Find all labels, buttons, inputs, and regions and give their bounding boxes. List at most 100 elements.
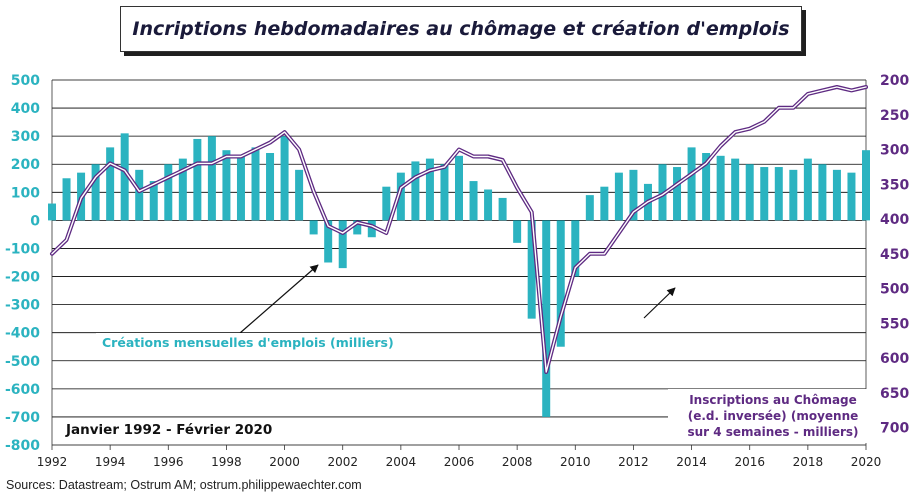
job-creation-bar	[338, 220, 347, 269]
x-tick-label: 1996	[153, 455, 184, 469]
job-creation-bar	[440, 164, 449, 221]
job-creation-bar	[48, 203, 56, 221]
left-axis: 500 400 300 200 100 0 -100 -200 -300 -400 -500 -600…	[5, 73, 40, 454]
job-creation-bar	[832, 169, 841, 221]
job-creation-bar	[280, 136, 289, 221]
job-creation-bar	[455, 155, 463, 221]
job-creation-bar	[513, 220, 522, 243]
right-axis: 200 250 300 350 400 450 500 550 600 650 700	[880, 73, 909, 437]
job-creation-bar	[207, 136, 216, 221]
job-creation-bar	[585, 195, 594, 221]
jobs-arrow	[239, 264, 319, 334]
left-tick-label: -100	[5, 241, 40, 257]
left-tick-label: -500	[5, 354, 40, 370]
x-tick-label: 1998	[211, 455, 242, 469]
job-creation-bar	[178, 158, 187, 221]
x-tick-label: 2004	[386, 455, 417, 469]
left-tick-label: -700	[5, 410, 40, 426]
right-tick-label: 400	[880, 212, 909, 228]
right-tick-label: 200	[880, 73, 909, 89]
job-creation-bar	[498, 197, 507, 221]
claims-series-label: Inscriptions au Chômage (e.d. inversée) …	[668, 389, 878, 443]
left-tick-label: -200	[5, 270, 40, 286]
x-tick-label: 1994	[95, 455, 126, 469]
left-tick-label: 200	[11, 157, 40, 173]
x-tick-label: 2016	[734, 455, 765, 469]
job-creation-bar	[222, 150, 231, 221]
job-creation-bar	[120, 133, 129, 221]
left-tick-label: 400	[11, 101, 40, 117]
right-tick-label: 300	[880, 143, 909, 159]
x-tick-label: 2006	[444, 455, 475, 469]
job-creation-bar	[295, 169, 304, 221]
right-tick-label: 250	[880, 108, 909, 124]
x-tick-label: 2020	[851, 455, 882, 469]
claims-label-line-1: Inscriptions au Chômage	[689, 393, 857, 407]
job-creation-bar	[135, 169, 144, 221]
job-creation-bar	[716, 155, 725, 221]
job-creation-bar	[367, 220, 376, 238]
claims-label-line-3: sur 4 semaines - milliers)	[687, 425, 859, 439]
left-tick-label: 100	[11, 185, 40, 201]
right-tick-label: 700	[880, 421, 909, 437]
job-creation-bar	[62, 178, 71, 221]
job-creation-bar	[745, 164, 754, 221]
job-creation-bar	[687, 147, 696, 221]
job-creation-bar	[324, 220, 333, 263]
chart-title: Incriptions hebdomadaires au chômage et …	[132, 18, 790, 40]
x-axis: 1992 1994 1996 1998 2000 2002 2004 2006 2008 2010…	[37, 445, 882, 469]
job-creation-bar	[702, 153, 711, 221]
job-creation-bar	[193, 138, 202, 221]
job-creation-bar	[251, 147, 260, 221]
x-tick-label: 2014	[676, 455, 707, 469]
left-tick-label: 0	[30, 213, 40, 229]
job-creation-bar	[847, 172, 856, 221]
job-creation-bar	[571, 220, 580, 277]
job-creation-bar	[542, 220, 551, 417]
job-creation-bar	[600, 186, 609, 221]
x-tick-label: 2002	[327, 455, 358, 469]
job-creation-bar	[382, 186, 391, 221]
x-tick-label: 2018	[793, 455, 824, 469]
right-tick-label: 650	[880, 386, 909, 402]
job-creation-bar	[731, 158, 740, 221]
job-creation-bar	[760, 167, 769, 221]
chart-title-box: Incriptions hebdomadaires au chômage et …	[120, 6, 802, 52]
job-creation-bar	[266, 153, 275, 221]
x-tick-label: 1992	[37, 455, 68, 469]
claims-label-line-2: (e.d. inversée) (moyenne	[687, 409, 859, 423]
x-tick-label: 2008	[502, 455, 533, 469]
job-creation-bar	[164, 164, 173, 221]
job-creation-bar	[818, 164, 827, 221]
job-creation-bar	[789, 169, 798, 221]
job-creation-bar	[774, 167, 783, 221]
left-tick-label: -800	[5, 438, 40, 454]
left-tick-label: -400	[5, 326, 40, 342]
left-tick-label: -600	[5, 382, 40, 398]
right-tick-label: 450	[880, 247, 909, 263]
job-creation-bar	[556, 220, 565, 347]
left-tick-label: 500	[11, 73, 40, 89]
x-tick-label: 2010	[560, 455, 591, 469]
annotation-arrows	[239, 264, 676, 334]
job-creation-bar	[396, 172, 405, 221]
right-tick-label: 550	[880, 316, 909, 332]
line-series	[50, 85, 868, 374]
x-tick-label: 2012	[618, 455, 649, 469]
claims-arrow	[643, 287, 676, 319]
right-tick-label: 500	[880, 282, 909, 298]
job-creation-bar	[106, 147, 115, 221]
jobs-series-label: Créations mensuelles d'emplois (milliers…	[96, 333, 400, 352]
job-creation-bar	[149, 181, 158, 221]
right-tick-label: 600	[880, 351, 909, 367]
job-creation-bar	[673, 167, 682, 221]
job-creation-bar	[425, 158, 434, 221]
job-creation-bar	[309, 220, 318, 235]
job-creation-bar	[484, 189, 493, 221]
left-tick-label: -300	[5, 298, 40, 314]
x-tick-label: 2000	[269, 455, 300, 469]
job-creation-bar	[614, 172, 623, 221]
claims-line-inner	[51, 86, 867, 373]
left-tick-label: 300	[11, 129, 40, 145]
